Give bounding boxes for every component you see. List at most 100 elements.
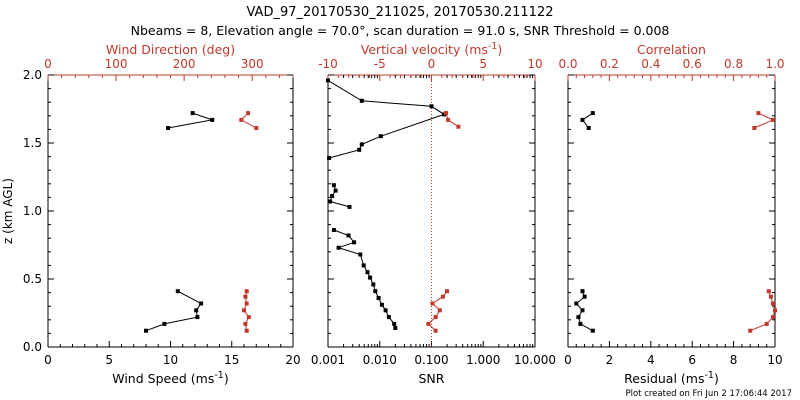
y-tick-label: 0.5	[23, 272, 42, 286]
x-tick-label: 10	[163, 353, 178, 367]
red-data-point	[445, 289, 449, 294]
x-tick-label: 0.100	[414, 353, 448, 367]
x-tick-label: 0.001	[311, 353, 345, 367]
bottom-axis-label: Residual (ms-1)	[624, 370, 719, 387]
y-tick-label: 1.5	[23, 136, 42, 150]
red-data-point	[770, 117, 775, 122]
x-tick-label: 4	[647, 353, 655, 367]
black-data-point	[383, 308, 388, 313]
x-tick-label: 10	[767, 353, 782, 367]
x-tick-label: 15	[224, 353, 239, 367]
x-tick-label: 5	[105, 353, 113, 367]
x-tick-label: 0	[44, 353, 52, 367]
top-tick-label: -10	[318, 57, 338, 71]
black-data-point	[361, 263, 366, 268]
top-tick-label: 1.0	[765, 57, 784, 71]
black-data-point	[336, 245, 341, 250]
black-data-point	[376, 296, 381, 300]
red-data-point	[243, 294, 248, 299]
y-tick-label: 0.0	[23, 340, 42, 354]
red-data-point	[246, 315, 251, 320]
x-tick-label: 20	[285, 353, 300, 367]
black-data-point	[333, 188, 338, 193]
black-data-point	[580, 117, 585, 122]
red-data-point	[244, 301, 249, 306]
x-tick-label: 0.010	[363, 353, 397, 367]
plot-footer: Plot created on Fri Jun 2 17:06:44 2017	[625, 389, 792, 399]
black-data-point	[330, 194, 335, 198]
top-tick-label: 100	[105, 57, 128, 71]
y-tick-label: 2.0	[23, 68, 42, 82]
black-data-point	[365, 270, 370, 275]
red-data-point	[243, 321, 248, 326]
top-tick-label: 0	[44, 57, 52, 71]
red-data-point	[748, 328, 753, 333]
red-data-point	[768, 294, 773, 299]
red-data-point	[433, 328, 438, 333]
black-data-point	[358, 252, 363, 257]
black-data-point	[199, 301, 204, 306]
black-data-point	[175, 289, 180, 294]
red-data-point	[773, 308, 777, 313]
x-tick-label: 2	[606, 353, 614, 367]
black-data-point	[582, 294, 587, 299]
red-data-point	[239, 117, 244, 122]
red-series-line	[754, 112, 775, 129]
red-data-point	[246, 111, 251, 116]
black-data-point	[162, 321, 167, 326]
black-data-point	[586, 126, 591, 130]
red-data-point	[444, 111, 448, 116]
x-tick-label: 0	[564, 353, 572, 367]
red-data-point	[770, 301, 775, 306]
black-data-point	[359, 142, 364, 147]
red-data-point	[766, 289, 771, 294]
top-tick-label: 300	[241, 57, 264, 71]
black-data-point	[393, 326, 398, 330]
residual-correlation-panel: 0 2 4 6 8 10 Residual (ms-1) 0.0 0.2 0.4 0.6 0.8 1.0…	[558, 42, 784, 386]
top-tick-label: -5	[374, 57, 386, 71]
red-data-point	[426, 321, 431, 326]
red-data-point	[244, 289, 249, 294]
top-tick-label: 0.0	[558, 57, 577, 71]
black-data-point	[590, 111, 595, 116]
x-tick-label: 8	[730, 353, 738, 367]
black-data-point	[392, 321, 397, 326]
red-data-point	[433, 315, 438, 320]
red-data-point	[254, 126, 259, 130]
bottom-axis-label: Wind Speed (ms-1)	[112, 370, 229, 387]
black-data-point	[190, 111, 195, 116]
top-tick-label: 200	[173, 57, 196, 71]
top-tick-label: 10	[527, 57, 542, 71]
top-tick-label: 0.6	[683, 57, 702, 71]
snr-vertical-velocity-panel: 0.001 0.010 0.100 1.000 10.000 SNR -10 -5 0 5 10 Ve…	[311, 41, 556, 387]
red-data-point	[770, 315, 775, 320]
top-tick-label: 0	[428, 57, 436, 71]
black-data-point	[331, 183, 336, 188]
top-tick-label: 0.8	[724, 57, 743, 71]
wind-panel: 0.0 0.5 1.0 1.5 2.0 z (km AGL) 0 5 10 15 20 Wind Sp…	[1, 42, 301, 386]
red-data-point	[440, 294, 445, 299]
black-data-point	[352, 240, 357, 245]
black-data-point	[210, 117, 215, 122]
top-axis-label: Wind Direction (deg)	[106, 42, 235, 57]
black-data-point	[327, 156, 332, 160]
black-data-point	[331, 228, 336, 232]
black-series-line	[145, 290, 202, 332]
red-data-point	[446, 117, 451, 122]
black-data-point	[386, 315, 391, 320]
red-data-point	[456, 124, 461, 129]
x-tick-label: 10.000	[514, 353, 556, 367]
black-series-line	[168, 112, 215, 129]
black-series-line	[333, 229, 396, 329]
figure-title: VAD_97_20170530_211025, 20170530.211122	[247, 5, 554, 20]
black-data-point	[574, 301, 579, 306]
top-tick-label: 0.2	[600, 57, 619, 71]
top-axis-label: Correlation	[637, 42, 706, 57]
top-axis-label: Vertical velocity (ms-1)	[361, 41, 503, 58]
black-data-point	[195, 315, 200, 320]
black-series-line	[327, 79, 446, 159]
black-data-point	[371, 282, 376, 287]
black-data-point	[326, 78, 330, 83]
red-data-point	[764, 321, 769, 326]
